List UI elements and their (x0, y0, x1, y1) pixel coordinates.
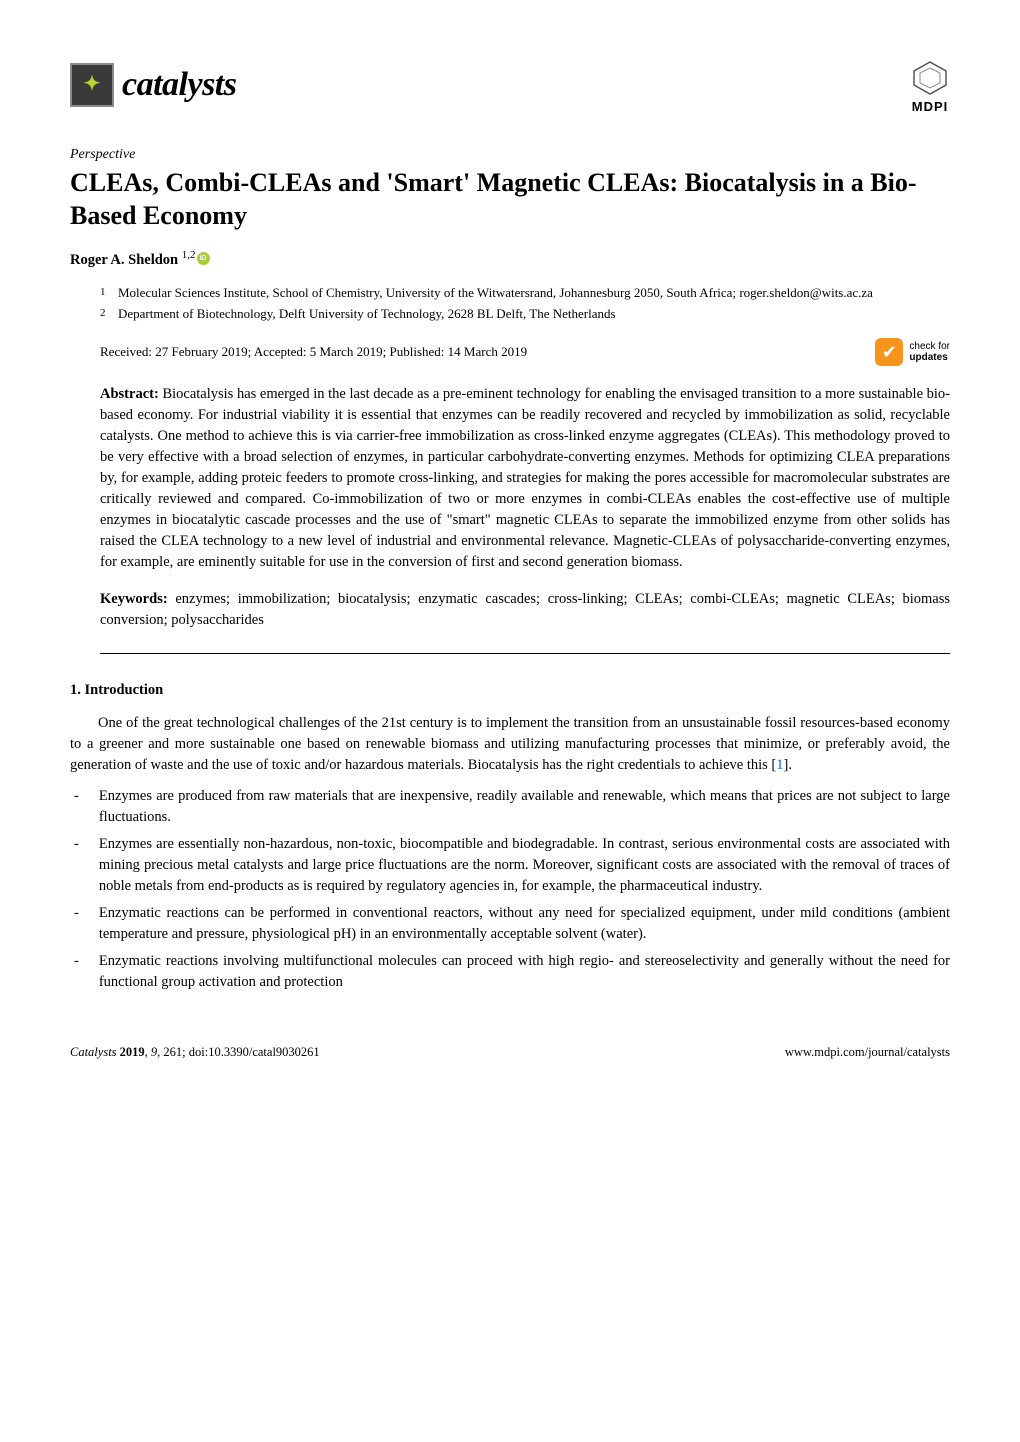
affil-text: Department of Biotechnology, Delft Unive… (118, 304, 616, 324)
mdpi-hex-icon (910, 60, 950, 96)
list-item: - Enzymatic reactions can be performed i… (70, 903, 950, 945)
section-divider (100, 653, 950, 654)
bullet-text: Enzymatic reactions involving multifunct… (99, 951, 950, 993)
bullet-dash-icon: - (70, 786, 79, 828)
bullet-text: Enzymes are essentially non-hazardous, n… (99, 834, 950, 897)
abstract-block: Abstract: Biocatalysis has emerged in th… (100, 384, 950, 573)
footer-citation: Catalysts 2019, 9, 261; doi:10.3390/cata… (70, 1043, 320, 1061)
footer-doi: doi:10.3390/catal9030261 (189, 1045, 320, 1059)
affiliations: 1 Molecular Sciences Institute, School o… (100, 283, 950, 324)
list-item: - Enzymatic reactions involving multifun… (70, 951, 950, 993)
check-updates-badge[interactable]: ✔ check for updates (875, 338, 950, 366)
footer-row: Catalysts 2019, 9, 261; doi:10.3390/cata… (70, 1043, 950, 1061)
footer-article-num: 261 (163, 1045, 182, 1059)
affiliation-row: 2 Department of Biotechnology, Delft Uni… (100, 304, 950, 324)
check-updates-icon: ✔ (875, 338, 903, 366)
article-type: Perspective (70, 145, 950, 165)
affil-num: 1 (100, 283, 110, 303)
journal-name: catalysts (122, 60, 236, 109)
publisher-name: MDPI (912, 98, 949, 117)
check-updates-bold: updates (909, 352, 947, 363)
article-title: CLEAs, Combi-CLEAs and 'Smart' Magnetic … (70, 167, 950, 232)
orcid-icon[interactable] (197, 252, 210, 265)
section-heading: 1. Introduction (70, 680, 950, 701)
keywords-text: enzymes; immobilization; biocatalysis; e… (100, 591, 950, 628)
para-text-pre: One of the great technological challenge… (70, 715, 950, 773)
header-row: ✦ catalysts MDPI (70, 60, 950, 117)
abstract-label: Abstract: (100, 386, 159, 402)
affil-num: 2 (100, 304, 110, 324)
journal-logo-icon: ✦ (84, 70, 101, 99)
keywords-block: Keywords: enzymes; immobilization; bioca… (100, 589, 950, 631)
authors-line: Roger A. Sheldon 1,2 (70, 248, 950, 271)
list-item: - Enzymes are essentially non-hazardous,… (70, 834, 950, 897)
footer-year: 2019 (120, 1045, 145, 1059)
check-updates-prefix: check for (909, 341, 950, 352)
affil-text: Molecular Sciences Institute, School of … (118, 283, 873, 303)
citation-link[interactable]: 1 (776, 757, 783, 773)
dates-row: Received: 27 February 2019; Accepted: 5 … (100, 338, 950, 366)
journal-logo: ✦ catalysts (70, 60, 236, 109)
abstract-text: Biocatalysis has emerged in the last dec… (100, 386, 950, 570)
check-updates-text: check for updates (909, 341, 950, 363)
footer-volume: 9 (151, 1045, 157, 1059)
bullet-dash-icon: - (70, 834, 79, 897)
footer-journal: Catalysts (70, 1045, 117, 1059)
journal-logo-badge: ✦ (70, 63, 114, 107)
list-item: - Enzymes are produced from raw material… (70, 786, 950, 828)
publisher-logo: MDPI (910, 60, 950, 117)
bullet-text: Enzymes are produced from raw materials … (99, 786, 950, 828)
keywords-label: Keywords: (100, 591, 168, 607)
bullet-text: Enzymatic reactions can be performed in … (99, 903, 950, 945)
bullet-list: - Enzymes are produced from raw material… (70, 786, 950, 993)
bullet-dash-icon: - (70, 903, 79, 945)
body-paragraph: One of the great technological challenge… (70, 713, 950, 776)
footer-url[interactable]: www.mdpi.com/journal/catalysts (785, 1043, 950, 1061)
author-name: Roger A. Sheldon (70, 252, 178, 268)
para-text-post: ]. (784, 757, 792, 773)
bullet-dash-icon: - (70, 951, 79, 993)
publication-dates: Received: 27 February 2019; Accepted: 5 … (100, 343, 527, 362)
affiliation-row: 1 Molecular Sciences Institute, School o… (100, 283, 950, 303)
author-affil-sup: 1,2 (182, 249, 196, 261)
